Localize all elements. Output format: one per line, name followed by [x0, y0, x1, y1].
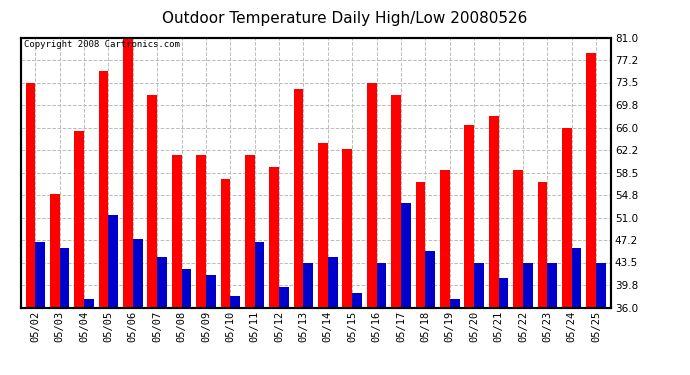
Bar: [50, 194, 60, 375]
Bar: [172, 154, 181, 375]
Text: Copyright 2008 Cartronics.com: Copyright 2008 Cartronics.com: [23, 40, 179, 49]
Bar: [342, 148, 352, 375]
Bar: [377, 262, 386, 375]
Bar: [328, 256, 337, 375]
Bar: [489, 116, 498, 375]
Bar: [450, 298, 460, 375]
Text: Outdoor Temperature Daily High/Low 20080526: Outdoor Temperature Daily High/Low 20080…: [162, 11, 528, 26]
Bar: [269, 166, 279, 375]
Bar: [206, 274, 216, 375]
Bar: [352, 292, 362, 375]
Bar: [84, 298, 94, 375]
Bar: [245, 154, 255, 375]
Bar: [221, 178, 230, 375]
Bar: [75, 130, 84, 375]
Bar: [181, 268, 191, 375]
Bar: [230, 296, 240, 375]
Bar: [547, 262, 557, 375]
Bar: [513, 170, 523, 375]
Bar: [464, 124, 474, 375]
Bar: [415, 182, 425, 375]
Bar: [596, 262, 606, 375]
Bar: [279, 286, 289, 375]
Bar: [133, 238, 143, 375]
Bar: [523, 262, 533, 375]
Bar: [498, 278, 509, 375]
Bar: [294, 88, 304, 375]
Bar: [108, 214, 118, 375]
Bar: [123, 38, 133, 375]
Bar: [35, 242, 45, 375]
Bar: [474, 262, 484, 375]
Bar: [367, 82, 377, 375]
Bar: [425, 251, 435, 375]
Bar: [562, 128, 571, 375]
Bar: [391, 94, 401, 375]
Bar: [440, 170, 450, 375]
Bar: [157, 256, 167, 375]
Bar: [586, 53, 596, 375]
Bar: [255, 242, 264, 375]
Bar: [538, 182, 547, 375]
Bar: [401, 202, 411, 375]
Bar: [571, 248, 582, 375]
Bar: [196, 154, 206, 375]
Bar: [60, 248, 70, 375]
Bar: [148, 94, 157, 375]
Bar: [318, 142, 328, 375]
Bar: [26, 82, 35, 375]
Bar: [304, 262, 313, 375]
Bar: [99, 70, 108, 375]
